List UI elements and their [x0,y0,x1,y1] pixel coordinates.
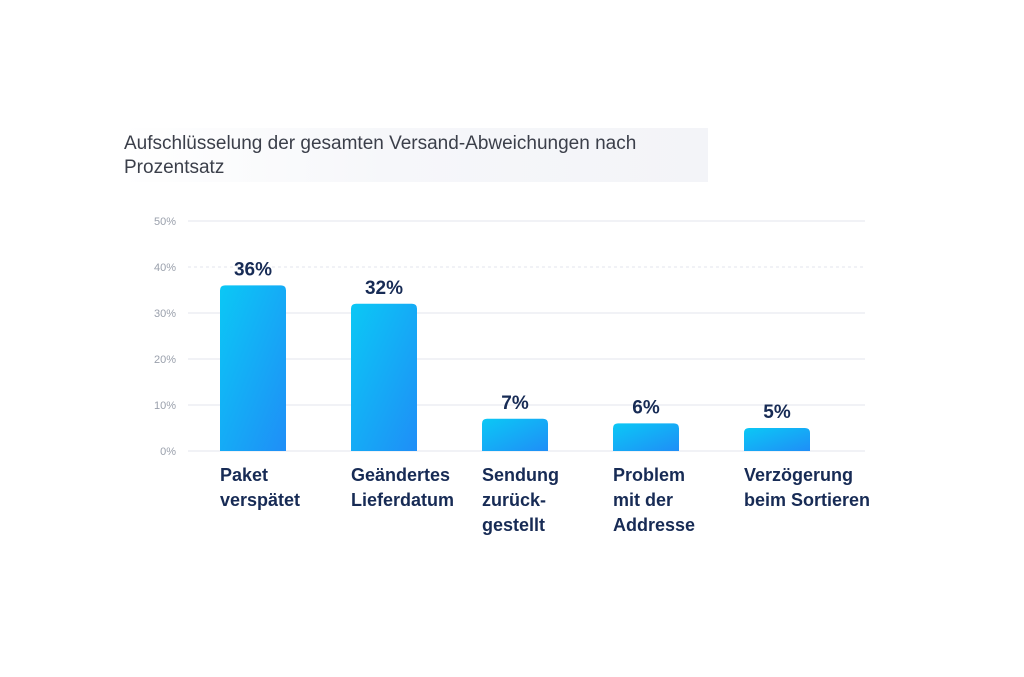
bars-layer [220,285,810,451]
category-label-line: gestellt [482,515,545,535]
category-label-4: Verzögerung beim Sortieren [744,465,870,510]
category-label-0: Paket verspätet [220,465,300,510]
bar-3 [613,423,679,451]
category-label-3: Problem mit der Addresse [613,465,695,535]
y-tick-label: 30% [154,308,176,320]
bar-1 [351,303,417,451]
data-label-2: 7% [501,393,529,414]
y-tick-label: 50% [154,216,176,228]
bar-4 [744,428,810,451]
y-tick-label: 10% [154,400,176,412]
y-tick-label: 20% [154,354,176,366]
chart-title: Aufschlüsselung der gesamten Versand-Abw… [124,133,637,178]
bar-2 [482,418,548,451]
category-label-line: zurück- [482,490,546,510]
category-label-line: Geändertes [351,465,450,485]
category-label-line: Lieferdatum [351,490,454,510]
category-label-line: verspätet [220,490,300,510]
y-tick-label: 40% [154,262,176,274]
y-tick-label: 0% [160,446,176,458]
bar-0 [220,285,286,451]
category-label-line: Problem [613,465,685,485]
data-label-3: 6% [632,397,660,418]
data-label-4: 5% [763,402,791,423]
category-label-line: Sendung [482,465,559,485]
data-label-1: 32% [365,278,403,299]
category-label-2: Sendung zurück-gestellt [482,465,559,535]
category-label-line: Verzögerung [744,465,853,485]
grid-layer: 0% 10% 20% 30% 40% 50% [154,216,865,458]
category-label-line: mit der [613,490,673,510]
category-label-line: Addresse [613,515,695,535]
category-label-line: beim Sortieren [744,490,870,510]
title-background [122,128,708,182]
labels-layer: 36% Paket verspätet 32% Geändertes Lieferdatu… [220,259,870,535]
data-label-0: 36% [234,259,272,280]
category-label-1: Geändertes Lieferdatum [351,465,454,510]
category-label-line: Paket [220,465,268,485]
